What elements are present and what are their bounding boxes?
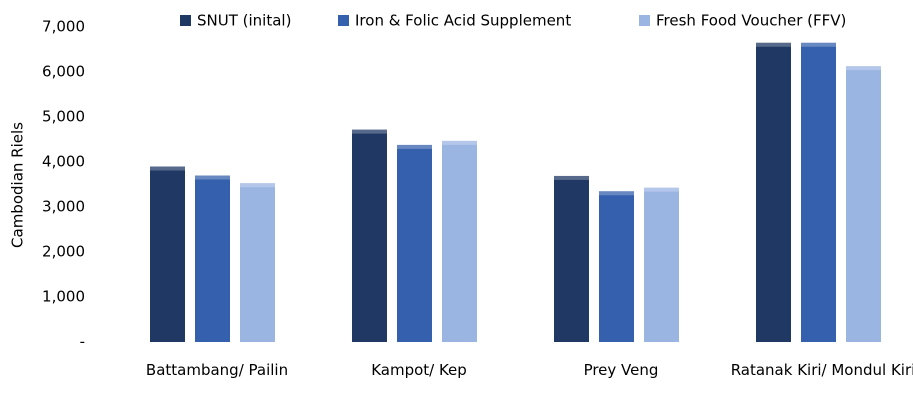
legend-label: Fresh Food Voucher (FFV) (656, 12, 846, 30)
legend-swatch (180, 15, 191, 26)
legend-swatch (639, 15, 650, 26)
bar-shade (846, 66, 881, 71)
bar-shade (195, 175, 230, 180)
y-tick-label: 3,000 (42, 198, 85, 216)
y-tick-label: 1,000 (42, 288, 85, 306)
bar (801, 42, 836, 342)
y-tick-label: 6,000 (42, 63, 85, 81)
bar-shade (352, 129, 387, 134)
y-axis-label: Cambodian Riels (9, 122, 27, 248)
bar (352, 129, 387, 342)
bar-shade (554, 175, 589, 180)
bar (846, 66, 881, 343)
bar (599, 191, 634, 342)
bar-shade (756, 42, 791, 47)
bar (240, 183, 275, 342)
x-tick-label: Prey Veng (583, 361, 659, 379)
y-tick-label: 5,000 (42, 108, 85, 126)
legend-swatch (338, 15, 349, 26)
bar (644, 187, 679, 342)
bar-shade (644, 187, 679, 192)
bar (397, 144, 432, 342)
bar-shade (442, 140, 477, 145)
legend-label: SNUT (inital) (197, 12, 291, 30)
bar (195, 175, 230, 342)
x-tick-label: Ratanak Kiri/ Mondul Kiri (730, 361, 913, 379)
bar (442, 140, 477, 342)
y-tick-label: 7,000 (42, 18, 85, 36)
bar-shade (150, 166, 185, 171)
bar-shade (801, 42, 836, 47)
y-tick-label: 2,000 (42, 243, 85, 261)
bar-shade (397, 144, 432, 149)
x-tick-label: Battambang/ Pailin (145, 361, 289, 379)
y-tick-label: - (80, 333, 85, 351)
bar-shade (240, 183, 275, 188)
bar (150, 166, 185, 342)
bar-shade (599, 191, 634, 196)
bar (554, 175, 589, 342)
legend-label: Iron & Folic Acid Supplement (355, 12, 571, 30)
x-tick-label: Kampot/ Kep (371, 361, 467, 379)
bar (756, 42, 791, 342)
y-tick-label: 4,000 (42, 153, 85, 171)
